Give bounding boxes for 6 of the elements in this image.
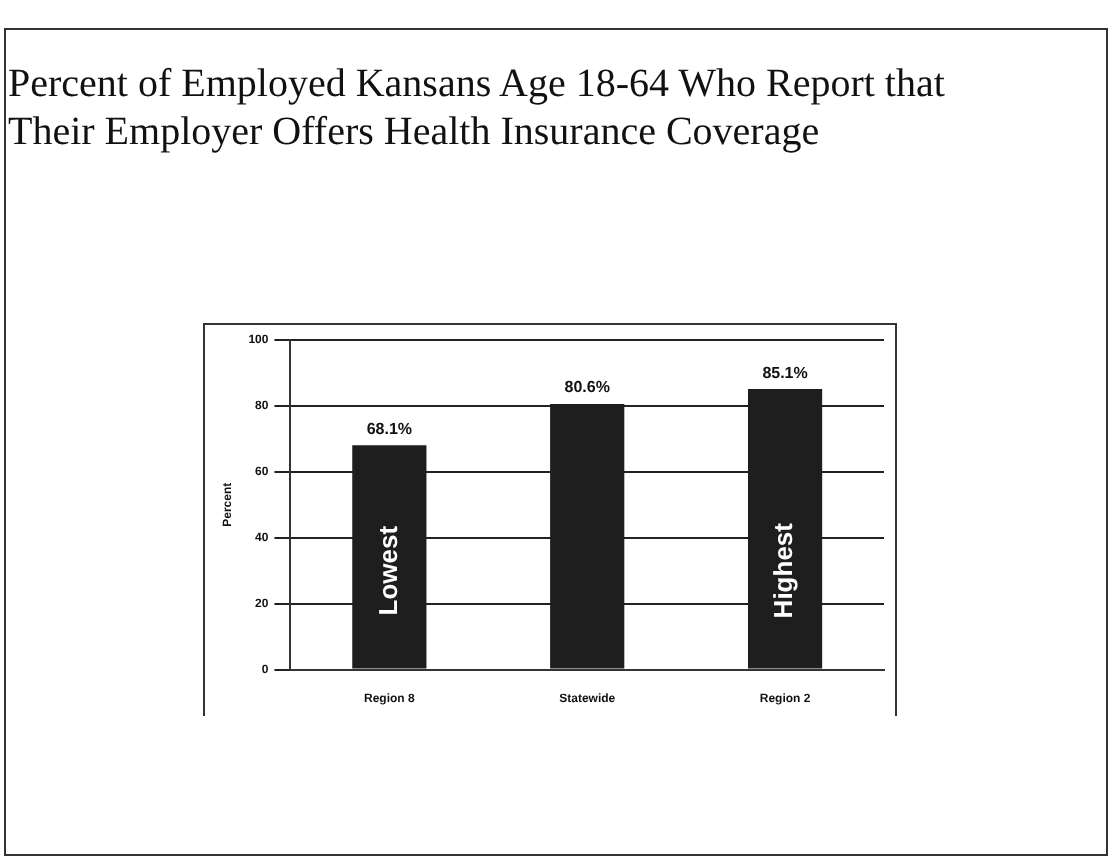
data-label: 68.1% xyxy=(366,419,413,438)
data-label: 80.6% xyxy=(564,378,610,397)
annotation: Lowest xyxy=(372,524,403,616)
chart-title: Percent of Employed Kansans Age 18-64 Who Report that Their Employer Offers Health Insurance Coverage xyxy=(8,60,947,156)
annotation: Highest xyxy=(768,521,799,619)
data-label: 85.1% xyxy=(762,363,808,382)
